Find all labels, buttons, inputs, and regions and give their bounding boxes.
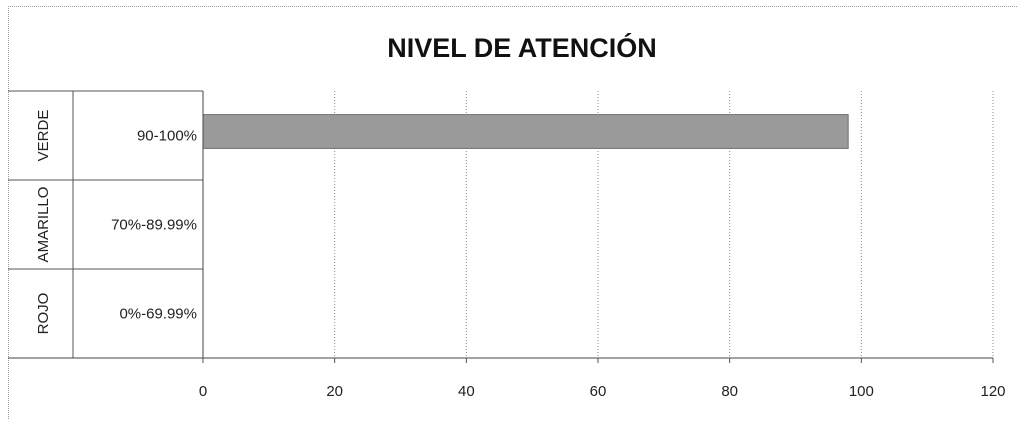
x-tick-label: 120 (980, 383, 1005, 400)
x-tick-label: 60 (590, 383, 607, 400)
group-label-amarillo: AMARILLO (35, 187, 52, 263)
bars-layer (202, 114, 849, 149)
group-label-verde: VERDE (35, 110, 52, 162)
x-tick-label: 40 (458, 383, 475, 400)
labels-layer: 0 20 40 60 80 100 120 90-100% VERDE 70%-89.99% AMA… (35, 110, 1006, 400)
chart-frame (8, 6, 1017, 419)
category-label-verde: 90-100% (137, 128, 197, 145)
bar-verde (202, 114, 849, 149)
chart-title: NIVEL DE ATENCIÓN (387, 32, 657, 63)
category-label-amarillo: 70%-89.99% (111, 217, 197, 234)
grid-layer (202, 91, 994, 363)
axis-layer (8, 90, 993, 359)
category-label-rojo: 0%-69.99% (119, 306, 197, 323)
x-tick-label: 20 (326, 383, 343, 400)
x-tick-label: 0 (199, 383, 207, 400)
x-tick-label: 100 (849, 383, 874, 400)
group-label-rojo: ROJO (35, 293, 52, 335)
x-tick-label: 80 (721, 383, 738, 400)
